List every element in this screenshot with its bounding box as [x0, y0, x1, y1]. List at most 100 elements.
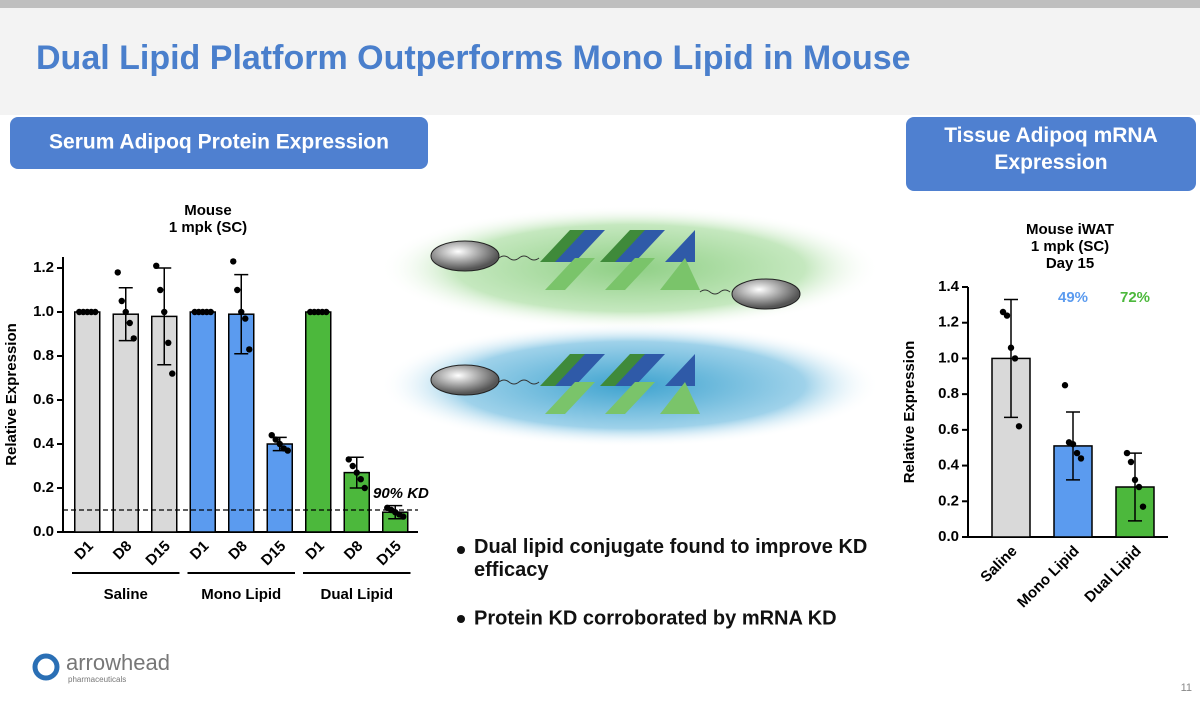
- x-tick-label: D15: [373, 538, 404, 569]
- y-tick-label: 1.2: [33, 259, 54, 276]
- data-point: [92, 308, 99, 316]
- error-bar: [1128, 452, 1142, 522]
- data-point: [284, 447, 291, 454]
- data-point: [353, 469, 360, 476]
- x-tick-label: Saline: [977, 543, 1020, 586]
- x-tick-label: D1: [71, 538, 97, 564]
- data-point: [242, 315, 249, 322]
- page-number: 11: [1181, 682, 1192, 694]
- bullet: Protein KD corroborated by mRNA KD: [474, 607, 837, 629]
- error-bar: [157, 267, 172, 366]
- data-point: [1061, 382, 1069, 389]
- kd-label: 72%: [1120, 289, 1150, 306]
- x-tick-label: Dual Lipid: [1081, 543, 1144, 606]
- data-point: [118, 297, 125, 305]
- logo-mark: [32, 653, 60, 681]
- error-bar: [1004, 298, 1018, 419]
- y-tick-label: 0.2: [938, 492, 959, 509]
- panel-title: Serum Adipoq Protein Expression: [49, 131, 389, 154]
- data-point: [268, 432, 275, 439]
- y-tick-label: 0.6: [33, 391, 54, 408]
- data-point: [1123, 449, 1131, 457]
- data-point: [230, 258, 237, 265]
- bar: [266, 443, 293, 533]
- y-axis-label: Relative Expression: [3, 323, 20, 466]
- data-point: [1011, 355, 1019, 362]
- x-tick-label: Mono Lipid: [1014, 543, 1083, 612]
- data-point: [272, 436, 279, 443]
- x-tick-label: D8: [225, 538, 251, 564]
- data-point: [357, 476, 364, 483]
- x-tick-label: D8: [110, 538, 136, 564]
- data-point: [126, 319, 133, 327]
- data-point: [122, 308, 129, 316]
- data-point: [234, 286, 241, 294]
- bar: [112, 313, 139, 533]
- data-point: [1069, 440, 1077, 448]
- data-point: [1003, 312, 1011, 319]
- chart-title: Mouse: [184, 202, 232, 219]
- data-point: [114, 269, 121, 276]
- panel-title: Tissue Adipoq mRNA Expression: [944, 124, 1158, 174]
- title-band: [0, 8, 1200, 115]
- data-point: [323, 308, 330, 316]
- data-point: [1127, 458, 1135, 466]
- data-point: [1077, 455, 1085, 462]
- bullet-box: Dual lipid conjugate found to improve KD…: [474, 536, 868, 581]
- y-tick-label: 1.0: [33, 303, 54, 320]
- y-tick-label: 0.2: [33, 479, 54, 496]
- sirna-mono: [430, 354, 700, 414]
- x-tick-label: D15: [142, 538, 173, 569]
- data-point: [1015, 423, 1023, 430]
- logo-tagline: pharmaceuticals: [68, 675, 126, 684]
- group-label: Saline: [104, 586, 148, 603]
- y-axis-label: Relative Expression: [901, 341, 918, 484]
- data-point: [157, 286, 164, 294]
- x-tick-label: D1: [302, 538, 328, 564]
- data-point: [238, 308, 245, 316]
- data-point: [361, 484, 368, 492]
- bar: [74, 311, 101, 533]
- data-point: [1131, 476, 1139, 484]
- y-tick-label: 1.0: [938, 349, 959, 366]
- data-point: [130, 335, 137, 342]
- panel-header: [906, 117, 1196, 191]
- kd-label: 49%: [1058, 289, 1088, 306]
- group-label: Mono Lipid: [201, 586, 281, 603]
- logo-name: arrowhead: [66, 650, 170, 675]
- data-point: [207, 308, 214, 316]
- y-tick-label: 1.2: [938, 314, 959, 331]
- data-point: [400, 513, 407, 520]
- data-point: [165, 339, 172, 346]
- data-point: [276, 440, 283, 448]
- sirna-dual: [430, 230, 801, 310]
- data-point: [1135, 483, 1143, 491]
- data-point: [169, 370, 176, 377]
- y-tick-label: 0.8: [938, 385, 959, 402]
- panel-header: [10, 117, 428, 169]
- y-tick-label: 0.4: [33, 435, 55, 452]
- data-point: [153, 262, 160, 269]
- chart-title: 1 mpk (SC): [169, 219, 247, 236]
- chart-title: Day 15: [1046, 255, 1094, 272]
- bullet: Dual lipid conjugate found to improve KD…: [474, 536, 868, 581]
- top-bar: [0, 0, 1200, 8]
- bullet-dot: [457, 615, 465, 623]
- data-point: [1139, 503, 1147, 510]
- chart-title: 1 mpk (SC): [1031, 238, 1109, 255]
- x-tick-label: D8: [341, 538, 367, 564]
- data-point: [161, 308, 168, 316]
- bullet-dot: [457, 546, 465, 554]
- data-point: [1073, 449, 1081, 457]
- data-point: [349, 462, 356, 470]
- y-tick-label: 0.0: [938, 528, 959, 545]
- y-tick-label: 0.6: [938, 421, 959, 438]
- group-label: Dual Lipid: [321, 586, 394, 603]
- slide-title: Dual Lipid Platform Outperforms Mono Lip…: [36, 39, 911, 77]
- y-tick-label: 0.4: [938, 457, 960, 474]
- data-point: [345, 456, 352, 463]
- y-tick-label: 0.8: [33, 347, 54, 364]
- chart-title: Mouse iWAT: [1026, 221, 1114, 238]
